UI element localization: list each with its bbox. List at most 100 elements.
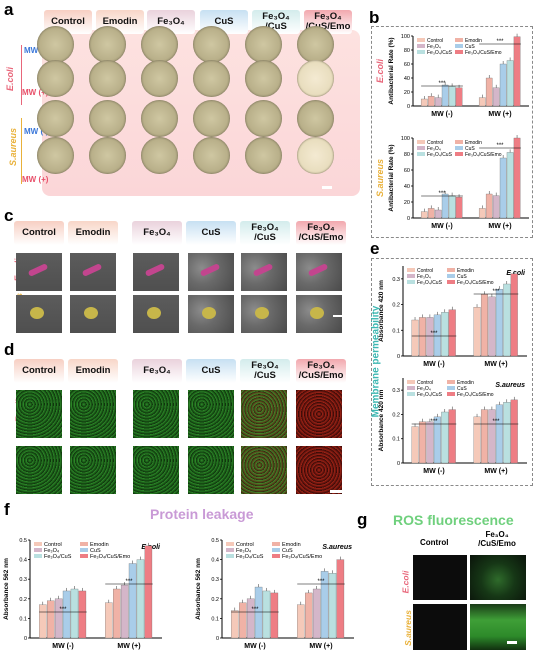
panel-letter-f: f — [4, 500, 10, 519]
bar — [492, 87, 500, 107]
bar — [54, 598, 63, 639]
y-tick-label: 40 — [404, 76, 410, 82]
legend-label: CuS — [282, 548, 293, 554]
bar — [297, 604, 305, 639]
bar — [510, 273, 518, 357]
category-label: MW (+) — [488, 111, 511, 118]
legend-label: Fe₃O₄/CuS/Emo — [90, 554, 130, 560]
legend-label: Emodin — [282, 542, 301, 548]
petri-dish — [89, 100, 126, 137]
panel-a: Control Emodin Fe₃O₄ CuS Fe₃O₄/CuS Fe₃O₄/CuS/… — [0, 0, 362, 200]
panel-letter-g: g — [357, 510, 368, 529]
sem-image — [16, 295, 62, 333]
petri-dish — [89, 60, 126, 97]
significance-stars: *** — [430, 331, 438, 337]
legend-swatch — [34, 542, 42, 546]
bar — [427, 208, 435, 219]
bar — [136, 559, 145, 639]
protein-leakage-title: Protein leakage — [150, 506, 254, 522]
legend-label: Fe₃O₄/CuS — [417, 280, 443, 286]
petri-dish — [297, 60, 334, 97]
petri-dish — [297, 100, 334, 137]
mw-neg-saureus: MW (-) — [24, 127, 49, 136]
legend-swatch — [447, 280, 455, 284]
bar — [434, 209, 442, 219]
chart-b-bottom: 0 20 40 60 80 100 Antibacterial Rate (%)S.aure… — [375, 135, 529, 230]
legend: Control Emodin Fe₃O₄ CuS Fe₃O₄/CuS Fe₃O₄/CuS/… — [417, 38, 502, 56]
petri-dish — [37, 100, 74, 137]
panel-d: Control Emodin Fe₃O₄ CuS Fe₃O₄/CuS Fe₃O₄/CuS/… — [0, 342, 362, 502]
bar — [305, 592, 313, 639]
bar — [62, 590, 71, 639]
legend-label: Fe₃O₄/CuS/Emo — [457, 392, 494, 398]
bar — [441, 193, 449, 219]
bar — [510, 399, 518, 464]
bar — [448, 195, 456, 219]
mw-pos-saureus: MW (+) — [22, 175, 49, 184]
legend-swatch — [80, 548, 88, 552]
legend: Control Emodin Fe₃O₄ CuS Fe₃O₄/CuS Fe₃O₄/CuS/… — [34, 542, 130, 560]
group-header-5: Fe₃O₄/CuS/Emo — [296, 221, 346, 245]
legend: Control Emodin Fe₃O₄ CuS Fe₃O₄/CuS Fe₃O₄/CuS/… — [407, 268, 494, 286]
legend-swatch — [455, 152, 463, 156]
significance-stars: *** — [125, 579, 133, 585]
legend-swatch — [407, 274, 415, 278]
y-tick-label: 60 — [404, 62, 410, 68]
scale-bar — [330, 490, 344, 493]
ros-treated-ecoli — [470, 555, 526, 600]
legend-label: Fe₃O₄ — [417, 386, 431, 392]
bar — [420, 211, 428, 219]
category-label: MW (+) — [484, 361, 507, 368]
legend-label: Control — [44, 542, 62, 548]
bar — [128, 563, 137, 639]
petri-dish — [245, 26, 282, 63]
bar — [448, 409, 456, 464]
category-label: MW (+) — [309, 643, 332, 650]
y-tick-label: 0.2 — [392, 303, 400, 309]
species-label: S.aureus — [375, 159, 385, 197]
significance-stars: *** — [430, 419, 438, 425]
y-tick-label: 0.3 — [211, 577, 219, 583]
bacterium-coccus — [310, 307, 324, 319]
bar — [441, 312, 449, 357]
bacterium-rod — [199, 263, 221, 277]
bar — [488, 409, 496, 464]
y-tick-label: 0.2 — [392, 412, 400, 418]
ros-col-control: Control — [420, 538, 449, 547]
species-label: E.coli — [506, 270, 526, 277]
legend-label: Fe₃O₄ — [427, 44, 441, 50]
fluorescence-image — [188, 446, 234, 494]
petri-dish — [193, 60, 230, 97]
ros-control-ecoli — [413, 555, 467, 600]
group-header-0: Control — [14, 359, 64, 383]
label-ecoli: E.coli — [5, 66, 16, 92]
bar — [513, 36, 521, 107]
y-tick-label: 0.3 — [19, 577, 27, 583]
ros-label-saureus: S.aureus — [402, 610, 413, 646]
y-tick-label: 0 — [407, 216, 410, 222]
mw-pos-ecoli: MW (+) — [22, 88, 49, 97]
bacterium-rod — [252, 263, 274, 277]
y-axis-label: Absorbance 562 nm — [195, 558, 202, 620]
bacterium-coccus — [30, 307, 44, 319]
petri-dish — [37, 137, 74, 174]
bar — [312, 588, 321, 639]
legend-label: Fe₃O₄/CuS — [427, 152, 453, 158]
bar — [455, 87, 463, 107]
sem-image — [16, 253, 62, 291]
legend-swatch — [407, 380, 415, 384]
group-header-0: Control — [14, 221, 64, 245]
legend-label: Fe₃O₄/CuS/Emo — [465, 152, 502, 158]
y-axis-label: Antibacterial Rate (%) — [388, 144, 395, 211]
legend-swatch — [447, 268, 455, 272]
bacterium-rod — [27, 263, 49, 277]
bar — [231, 610, 239, 639]
bar — [246, 598, 255, 639]
bar — [426, 421, 434, 464]
y-axis-label: Absorbance 562 nm — [3, 558, 10, 620]
legend-swatch — [34, 554, 42, 558]
legend-swatch — [34, 548, 42, 552]
fluorescence-image — [296, 446, 342, 494]
bar — [478, 97, 486, 107]
legend-swatch — [272, 548, 280, 552]
